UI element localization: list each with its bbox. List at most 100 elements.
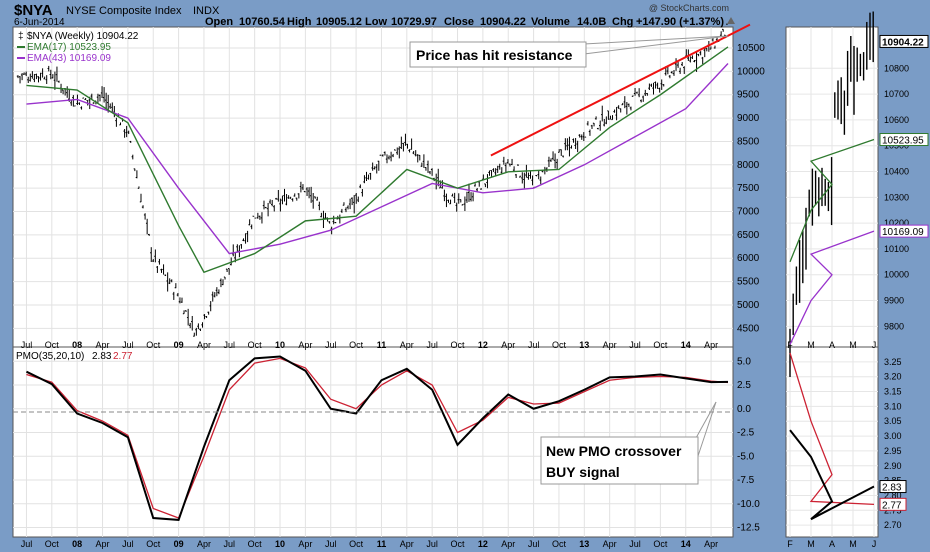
zoom-price-tick-label: 10600 xyxy=(884,115,909,125)
zoom-price-tick-label: 10800 xyxy=(884,63,909,73)
expand-arrow-icon[interactable] xyxy=(727,17,735,24)
open-value: 10760.54 xyxy=(239,16,286,28)
zoom-x-tick-bottom: M xyxy=(807,539,815,549)
zoom-value-label: 10169.09 xyxy=(882,227,924,238)
x-tick-label-bottom: Oct xyxy=(45,539,60,549)
zoom-x-tick-top: J xyxy=(872,340,877,350)
zoom-pmo-tick-label: 3.20 xyxy=(884,372,902,382)
x-tick-label-bottom: Apr xyxy=(197,539,211,549)
zoom-price-tick-label: 10200 xyxy=(884,218,909,228)
x-tick-label-bottom: 09 xyxy=(174,539,184,549)
zoom-price-tick-label: 9800 xyxy=(884,321,904,331)
pmo-tick-label: -12.5 xyxy=(737,523,760,534)
high-value: 10905.12 xyxy=(316,16,362,28)
open-label: Open xyxy=(205,16,233,28)
ema43-legend-label: EMA(43) 10169.09 xyxy=(27,53,111,64)
date: 6-Jun-2014 xyxy=(14,17,65,28)
resistance-trendline xyxy=(490,23,751,157)
x-tick-label-bottom: 10 xyxy=(275,539,285,549)
x-tick-label-bottom: Jul xyxy=(122,539,134,549)
zoom-x-tick-top: M xyxy=(807,340,815,350)
pmo-legend-signal: 2.77 xyxy=(113,351,133,362)
pmo-line xyxy=(26,355,729,521)
ema43-line xyxy=(26,63,729,255)
x-tick-label-top: Apr xyxy=(96,340,110,350)
x-tick-label-top: Jul xyxy=(629,340,641,350)
pmo-tick-label: 5.0 xyxy=(737,356,751,367)
x-tick-label-top: Apr xyxy=(501,340,515,350)
credit: @ StockCharts.com xyxy=(649,3,729,13)
zoom-price-tick-label: 10300 xyxy=(884,192,909,202)
price-tick-label: 6500 xyxy=(737,230,760,241)
x-tick-label-bottom: Apr xyxy=(96,539,110,549)
x-tick-label-bottom: 14 xyxy=(681,539,691,549)
x-tick-label-top: 09 xyxy=(174,340,184,350)
zoom-pmo-tick-label: 2.90 xyxy=(884,461,902,471)
zoom-x-tick-bottom: M xyxy=(849,539,857,549)
zoom-pmo-tick-label: 2.95 xyxy=(884,446,902,456)
zoom-price-bars xyxy=(789,11,874,377)
x-tick-label-top: Jul xyxy=(528,340,540,350)
x-tick-label-top: Apr xyxy=(704,340,718,350)
pmo-tick-label: 0.0 xyxy=(737,404,751,415)
buy-callout-pointer-b xyxy=(695,401,717,463)
resistance-callout-pointer-b xyxy=(583,35,729,45)
zoom-pmo-value-tag xyxy=(879,480,907,494)
chg-value: +147.90 (+1.37%) xyxy=(636,16,724,28)
zoom-value-labels: 10904.22 10523.95 10169.09 2.83 2.77 xyxy=(879,34,929,511)
x-tick-label-top: Oct xyxy=(349,340,364,350)
x-tick-label-bottom: Oct xyxy=(552,539,567,549)
pmo-tick-label: 2.5 xyxy=(737,380,751,391)
pmo-legend: PMO(35,20,10) 2.83 2.77 xyxy=(16,351,133,362)
zoom-value-tag xyxy=(879,133,929,147)
buy-callout-box xyxy=(540,436,699,485)
buy-callout-line2: BUY signal xyxy=(546,464,620,480)
pmo-signal-line xyxy=(26,357,729,519)
zoom-price-tick-label: 10000 xyxy=(884,270,909,280)
zoom-pmo-tick-label: 3.00 xyxy=(884,431,902,441)
zoom-pmo-tick-label: 3.25 xyxy=(884,357,902,367)
x-axis: Jul Jul Oct Oct 08 08 Apr Apr Jul Jul Oct Oct 09 09 Ap… xyxy=(21,340,718,549)
zoom-pmo-tick-label: 3.15 xyxy=(884,387,902,397)
price-tick-label: 9500 xyxy=(737,90,760,101)
resistance-callout-box xyxy=(409,41,587,68)
gridlines xyxy=(13,27,878,537)
chg-label: Chg xyxy=(612,16,633,28)
price-legend-label: $NYA (Weekly) 10904.22 xyxy=(27,31,139,42)
zoom-value-tag xyxy=(879,34,929,48)
x-tick-label-bottom: Oct xyxy=(248,539,263,549)
zoom-x-tick-top: M xyxy=(849,340,857,350)
zoom-price-y-axis: 9800990010000101001020010300104001050010… xyxy=(884,63,909,331)
low-label: Low xyxy=(365,16,387,28)
price-tick-label: 10500 xyxy=(737,43,765,54)
x-tick-label-top: Apr xyxy=(298,340,312,350)
x-tick-label-bottom: 11 xyxy=(377,539,387,549)
zoom-pmo-line xyxy=(789,429,875,521)
resistance-callout-text: Price has hit resistance xyxy=(416,47,573,63)
zoom-x-tick-bottom: J xyxy=(872,539,877,549)
price-tick-label: 9000 xyxy=(737,113,760,124)
x-tick-label-top: Apr xyxy=(603,340,617,350)
high-label: High xyxy=(287,16,312,28)
zoom-x-tick-bottom: A xyxy=(829,539,835,549)
x-tick-label-top: Jul xyxy=(21,340,33,350)
close-value: 10904.22 xyxy=(480,16,526,28)
volume-value: 14.0B xyxy=(577,16,606,28)
x-tick-label-bottom: Apr xyxy=(298,539,312,549)
x-tick-label-top: 10 xyxy=(275,340,285,350)
x-tick-label-bottom: 08 xyxy=(72,539,82,549)
zoom-pmo-tick-label: 3.10 xyxy=(884,401,902,411)
x-tick-label-top: 12 xyxy=(478,340,488,350)
buy-callout-pointer-a xyxy=(695,401,717,439)
x-tick-label-bottom: Apr xyxy=(400,539,414,549)
pmo-tick-label: -7.5 xyxy=(737,475,755,486)
x-tick-label-bottom: Jul xyxy=(426,539,438,549)
pmo-y-axis: -12.5 -10.0 -7.5 -5.0 -2.5 0.0 2.5 5.0 xyxy=(737,356,760,533)
price-legend: ‡ $NYA (Weekly) 10904.22 EMA(17) 10523.9… xyxy=(17,31,139,64)
x-tick-label-top: Apr xyxy=(400,340,414,350)
x-tick-label-top: Jul xyxy=(122,340,134,350)
x-tick-label-top: Jul xyxy=(224,340,236,350)
zoom-pmo-tick-label: 2.70 xyxy=(884,520,902,530)
x-tick-label-bottom: Oct xyxy=(451,539,466,549)
pmo-legend-value: 2.83 xyxy=(92,351,112,362)
